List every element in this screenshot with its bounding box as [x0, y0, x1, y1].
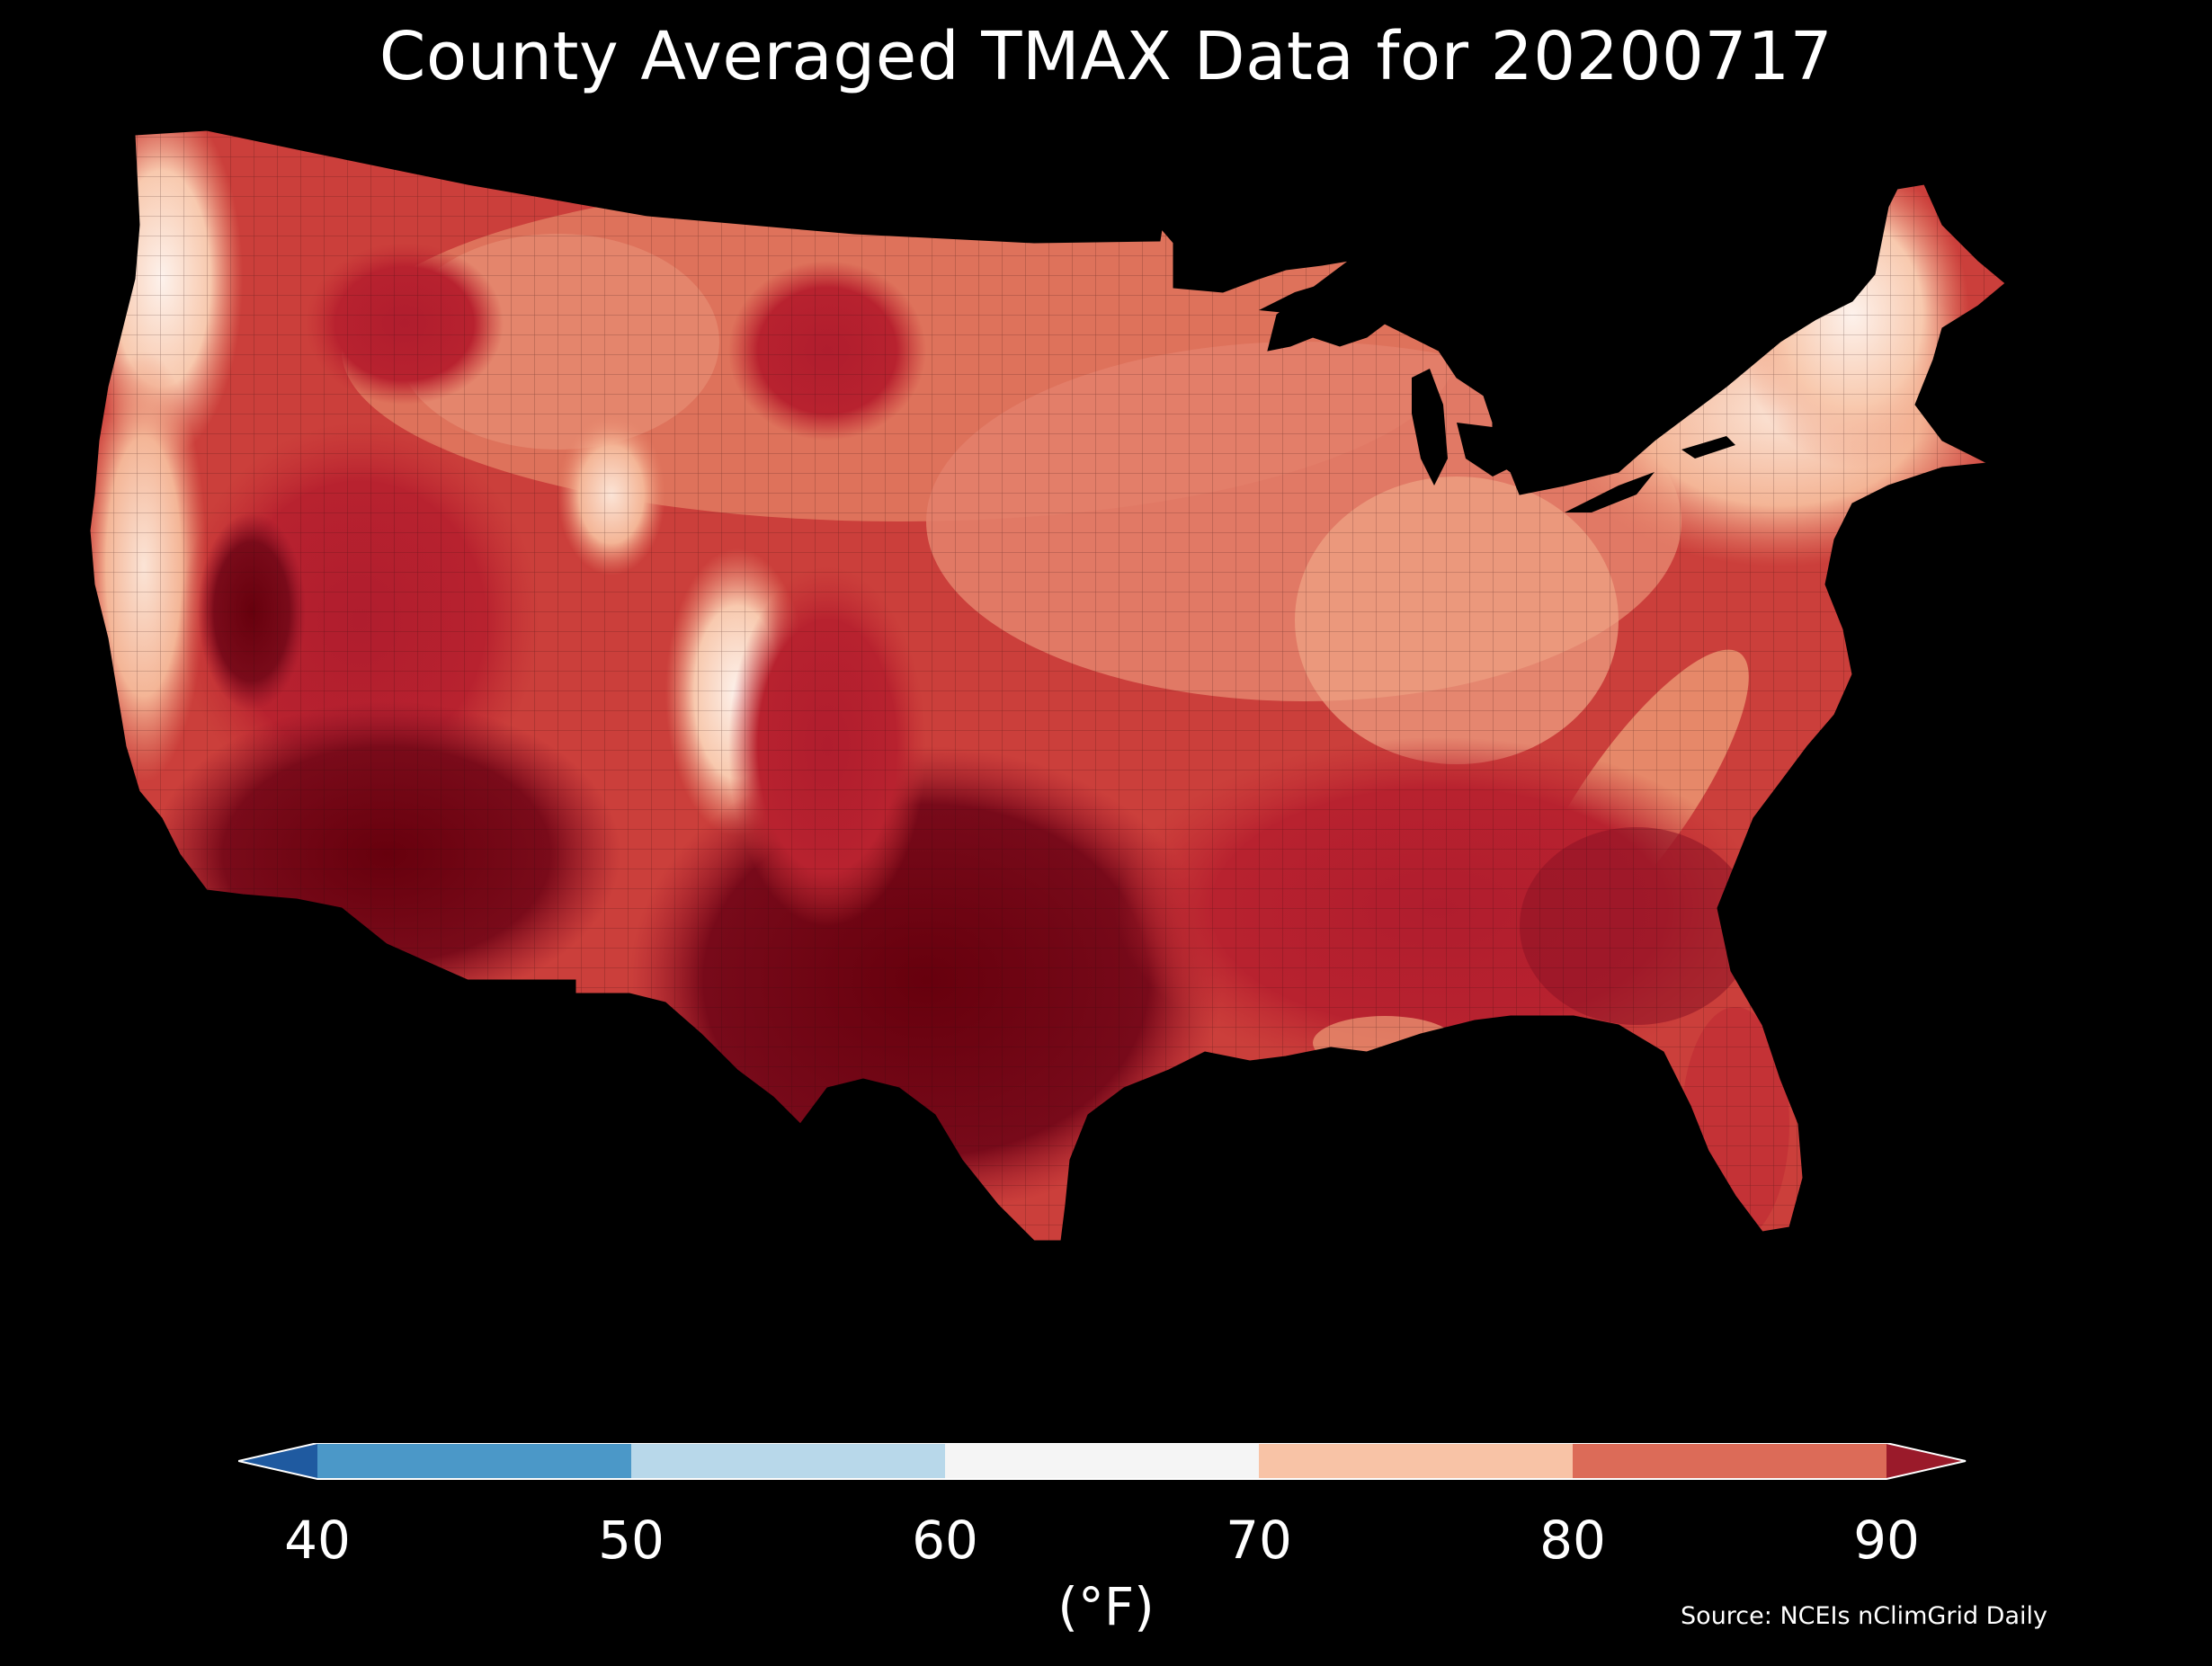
us-county-map: [90, 117, 2140, 1394]
colorbar-bin-50-60: [631, 1443, 945, 1479]
colorbar-outline: [238, 1443, 1967, 1480]
colorbar-extend-high: [1886, 1443, 1966, 1479]
colorbar-bin-60-70: [945, 1443, 1259, 1479]
colorbar-extend-low: [238, 1443, 317, 1479]
colorbar-tick-90: 90: [1853, 1510, 1920, 1571]
colorbar-units-label: (°F): [1057, 1576, 1155, 1637]
county-fill-layer: [90, 130, 2005, 1241]
colorbar-tick-70: 70: [1226, 1510, 1292, 1571]
great-lakes: [1259, 274, 1735, 512]
colorbar-bin-80-90: [1573, 1443, 1886, 1479]
colorbar-tick-60: 60: [912, 1510, 978, 1571]
colorbar-tick-80: 80: [1539, 1510, 1606, 1571]
colorbar: [238, 1443, 1967, 1480]
colorbar-bin-40-50: [317, 1443, 631, 1479]
colorbar-bin-70-80: [1259, 1443, 1573, 1479]
map-title: County Averaged TMAX Data for 20200717: [379, 18, 1833, 95]
colorbar-tick-50: 50: [598, 1510, 664, 1571]
source-credit: Source: NCEIs nClimGrid Daily: [1681, 1602, 2047, 1630]
colorbar-tick-40: 40: [284, 1510, 351, 1571]
